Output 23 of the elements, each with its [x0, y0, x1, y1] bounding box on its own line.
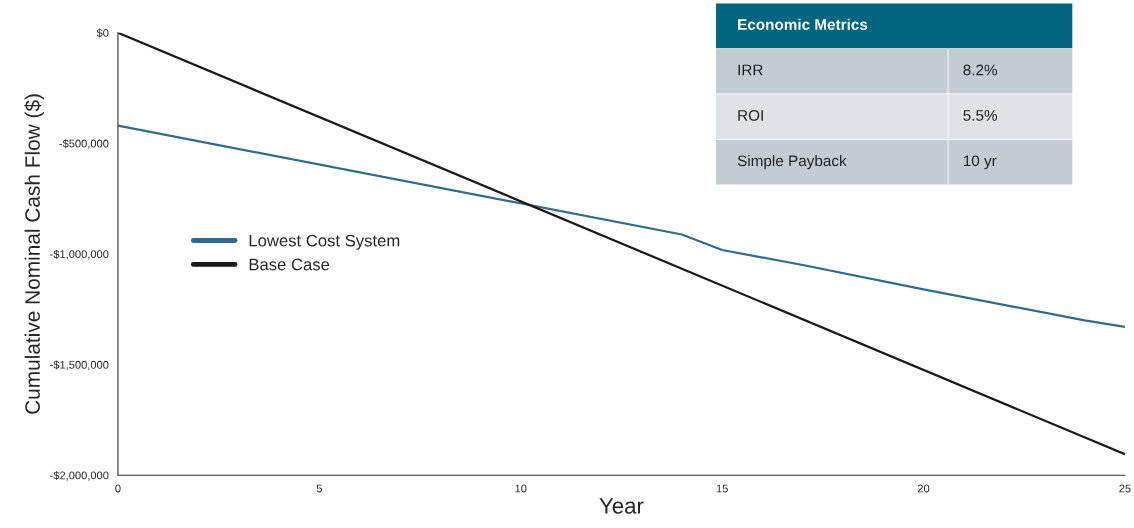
x-tick-label: 25	[1119, 484, 1131, 493]
annotation: Simple Payback	[737, 154, 847, 170]
line-series	[117, 124, 1125, 329]
x-tick-label: 0	[115, 484, 121, 493]
y-tick-label: $0	[96, 28, 109, 38]
y-tick-label: -$500,000	[59, 139, 109, 149]
annotation: 8.2%	[963, 64, 998, 76]
annotation: IRR	[738, 64, 763, 76]
annotation: 10 yr	[963, 155, 997, 170]
legend-label: Base Case	[249, 258, 330, 271]
y-tick-label: -$1,500,000	[50, 360, 109, 371]
x-tick-label: 15	[716, 484, 728, 493]
annotation: 5.5%	[963, 110, 998, 121]
y-tick-label: -$2,000,000	[50, 471, 109, 481]
y-axis-title: Cumulative Nominal Cash Flow ($)	[24, 94, 45, 414]
x-tick-label: 20	[917, 484, 930, 493]
y-tick-label: -$1,000,000	[50, 249, 109, 260]
legend-label: Lowest Cost System	[249, 234, 400, 250]
x-tick-label: 10	[515, 484, 527, 493]
x-tick-label: 5	[316, 484, 322, 493]
annotation: ROI	[738, 109, 763, 121]
text: Economic Metrics	[738, 18, 868, 30]
x-axis-title: Year	[599, 498, 644, 514]
